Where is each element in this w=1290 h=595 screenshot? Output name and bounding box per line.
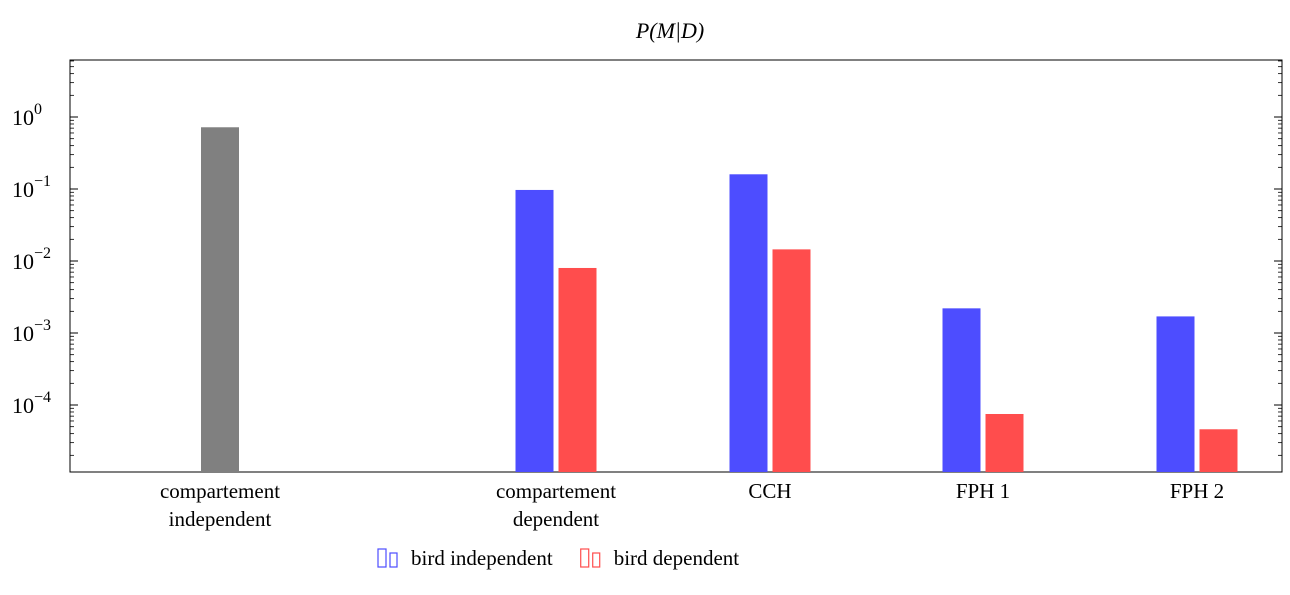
bar-bird-independent bbox=[729, 174, 768, 473]
legend-item: bird independent bbox=[377, 546, 553, 570]
bar-bird-independent bbox=[515, 189, 554, 472]
y-tick-label: 10−1 bbox=[12, 173, 51, 202]
legend-label: bird dependent bbox=[614, 546, 740, 570]
x-category-label: FPH 2 bbox=[1170, 479, 1224, 503]
legend: bird independent bird dependent bbox=[377, 546, 740, 570]
legend-swatch bbox=[580, 548, 590, 568]
bar-bird-dependent bbox=[1199, 429, 1238, 472]
plot-frame bbox=[69, 59, 1283, 473]
bar-single bbox=[201, 127, 239, 472]
plot-area bbox=[69, 59, 1283, 473]
legend-label: bird independent bbox=[411, 546, 553, 570]
legend-swatch bbox=[592, 552, 601, 568]
x-category-label: CCH bbox=[748, 479, 791, 503]
x-category-label: compartement dependent bbox=[496, 479, 616, 531]
legend-swatch bbox=[377, 548, 387, 568]
y-tick-label: 10−4 bbox=[12, 389, 51, 418]
x-category-label: compartement independent bbox=[160, 479, 280, 531]
y-tick-label: 10−3 bbox=[12, 317, 51, 346]
chart-title: P(M|D) bbox=[635, 18, 704, 43]
bar-bird-independent bbox=[1156, 316, 1195, 472]
legend-swatch bbox=[389, 552, 398, 568]
legend-item: bird dependent bbox=[580, 546, 740, 570]
bar-bird-dependent bbox=[772, 249, 811, 472]
bar-bird-dependent bbox=[558, 267, 597, 472]
y-axis: 100 10−1 10−2 10−3 10−4 bbox=[12, 60, 1282, 456]
y-tick-label: 100 bbox=[12, 101, 42, 130]
y-tick-label: 10−2 bbox=[12, 245, 51, 274]
x-category-label: FPH 1 bbox=[956, 479, 1010, 503]
bar-bird-dependent bbox=[985, 413, 1024, 472]
x-axis: compartement independent compartement depen… bbox=[160, 479, 1224, 531]
bar-bird-independent bbox=[942, 308, 981, 472]
